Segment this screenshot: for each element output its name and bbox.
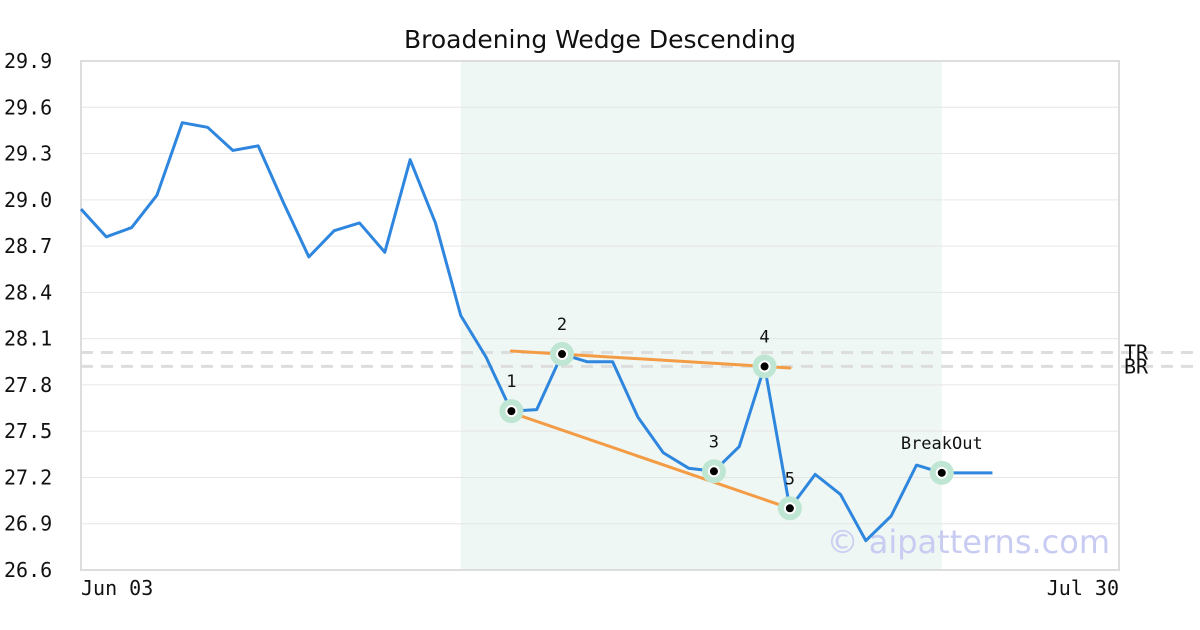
level-label-br: BR [1124,354,1149,378]
pattern-point-4-marker [758,360,771,373]
pattern-highlight-region [460,61,942,570]
y-tick-label: 26.9 [4,512,52,536]
x-axis: Jun 03 Jul 30 [81,576,1119,600]
pattern-point-2-marker [556,348,569,361]
y-axis: 29.9 29.6 29.3 29.0 28.7 28.4 28.1 27.8 27.5 27.2… [4,49,52,582]
price-line [79,121,993,543]
y-tick-label: 26.6 [4,558,52,582]
y-tick-label: 29.9 [4,49,52,73]
y-tick-label: 27.5 [4,419,52,443]
price-series-layer [79,121,993,543]
y-tick-label: 28.7 [4,234,52,258]
highlight-region-layer [460,61,942,570]
breakout-label: BreakOut [901,434,983,454]
x-tick-label: Jun 03 [81,576,153,600]
pattern-point-2-label: 2 [557,315,567,335]
pattern-points-layer: 1 2 3 4 5 BreakOut [499,315,983,521]
x-tick-label: Jul 30 [1047,576,1119,600]
chart-title: Broadening Wedge Descending [404,25,796,54]
y-tick-label: 29.3 [4,142,52,166]
y-tick-label: 27.2 [4,465,52,489]
level-label-tr: TR [1124,341,1149,365]
pattern-point-1-label: 1 [506,372,516,392]
pattern-point-4-label: 4 [759,327,769,347]
y-tick-label: 28.1 [4,327,52,351]
pattern-point-5-label: 5 [785,469,795,489]
lower-trend-line [509,411,792,510]
plot-frame [80,60,1120,571]
pattern-point-1-marker [505,405,518,418]
watermark: © aipatterns.com [827,523,1110,561]
y-tick-label: 29.0 [4,188,52,212]
y-tick-label: 29.6 [4,95,52,119]
breakout-marker [935,466,948,479]
pattern-point-3-marker [707,465,720,478]
pattern-point-5-marker [783,502,796,515]
y-tick-label: 27.8 [4,373,52,397]
y-tick-label: 28.4 [4,280,52,304]
pattern-point-3-label: 3 [709,432,719,452]
